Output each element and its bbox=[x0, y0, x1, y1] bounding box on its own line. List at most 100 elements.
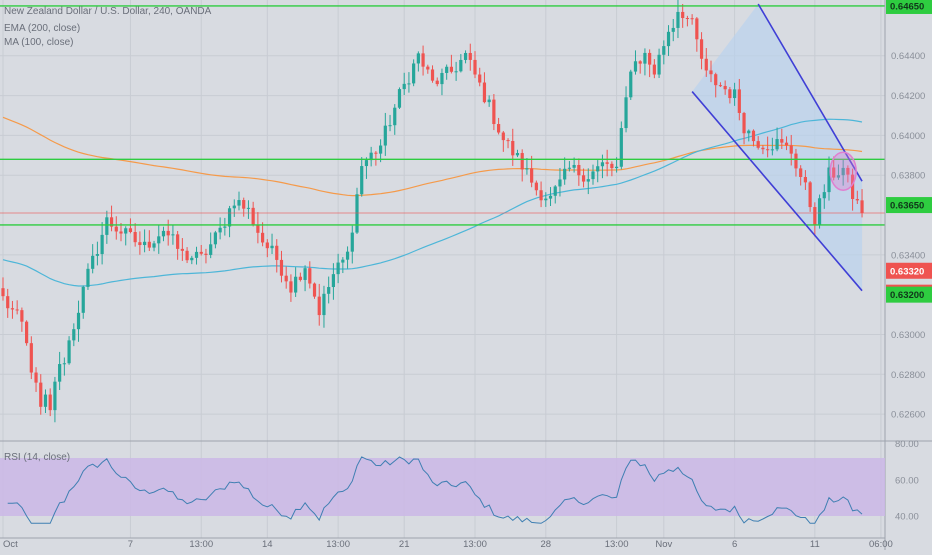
candle-body bbox=[48, 394, 52, 411]
time-tick-label: 13:00 bbox=[189, 539, 213, 550]
candle-body bbox=[317, 296, 321, 316]
candle-body bbox=[827, 167, 831, 193]
candle-body bbox=[841, 167, 845, 176]
candle-body bbox=[341, 259, 345, 263]
price-label-badge bbox=[886, 197, 932, 214]
candle-body bbox=[39, 382, 43, 407]
candle-body bbox=[492, 99, 496, 125]
candle-body bbox=[397, 89, 402, 108]
candle-body bbox=[251, 207, 255, 225]
candle-body bbox=[10, 308, 15, 310]
candle-body bbox=[676, 11, 680, 28]
candle-body bbox=[586, 179, 590, 182]
candle-body bbox=[275, 245, 279, 260]
candle-body bbox=[832, 167, 836, 178]
candle-body bbox=[72, 329, 76, 341]
candle-body bbox=[171, 234, 175, 236]
candle-body bbox=[143, 241, 147, 246]
time-tick-label: 13:00 bbox=[326, 539, 350, 550]
candle-body bbox=[29, 343, 33, 373]
price-tick-label: 0.62600 bbox=[891, 410, 925, 421]
candle-body bbox=[166, 230, 170, 236]
price-tick-label: 0.64400 bbox=[891, 51, 925, 62]
candle-body bbox=[100, 234, 104, 255]
candle-body bbox=[851, 174, 855, 200]
time-tick-label: Nov bbox=[655, 539, 672, 550]
candle-body bbox=[350, 232, 354, 252]
candle-body bbox=[808, 182, 812, 208]
candle-body bbox=[836, 175, 841, 178]
price-label-text: 0.63650 bbox=[890, 201, 924, 212]
time-tick-label: 13:00 bbox=[463, 539, 487, 550]
candle-body bbox=[298, 276, 302, 280]
price-tick-label: 0.64000 bbox=[891, 131, 925, 142]
candle-body bbox=[699, 39, 704, 59]
candle-body bbox=[237, 200, 241, 206]
candle-body bbox=[666, 31, 671, 47]
candle-body bbox=[421, 53, 425, 67]
candle-body bbox=[445, 66, 449, 73]
candle-body bbox=[67, 340, 71, 364]
candle-body bbox=[581, 175, 586, 182]
time-tick-label: 28 bbox=[541, 539, 552, 550]
candle-body bbox=[681, 11, 685, 19]
candle-body bbox=[119, 231, 123, 234]
candle-body bbox=[629, 71, 633, 98]
candle-body bbox=[633, 61, 638, 72]
candle-body bbox=[199, 251, 203, 254]
time-tick-label: 06:00 bbox=[869, 539, 893, 550]
candle-body bbox=[256, 224, 260, 233]
candle-body bbox=[534, 182, 538, 191]
candle-body bbox=[714, 74, 718, 86]
candle-body bbox=[76, 312, 81, 330]
candle-body bbox=[751, 130, 756, 142]
rsi-tick-label: 80.00 bbox=[895, 439, 919, 450]
candle-body bbox=[86, 268, 90, 287]
candle-body bbox=[473, 59, 477, 75]
candle-body bbox=[619, 128, 623, 167]
candle-body bbox=[426, 66, 430, 70]
candle-body bbox=[204, 253, 208, 255]
candle-body bbox=[43, 394, 48, 407]
candle-body bbox=[459, 59, 463, 72]
candle-body bbox=[657, 54, 661, 75]
candle-body bbox=[855, 199, 859, 201]
candle-body bbox=[147, 241, 151, 248]
candle-body bbox=[733, 89, 737, 99]
candle-body bbox=[308, 268, 312, 284]
candle-body bbox=[544, 198, 548, 201]
candle-body bbox=[468, 52, 472, 60]
candle-body bbox=[336, 262, 340, 275]
candle-body bbox=[506, 140, 510, 142]
candle-body bbox=[279, 259, 284, 276]
candle-body bbox=[58, 364, 62, 382]
time-tick-label: 6 bbox=[732, 539, 737, 550]
price-label-badge bbox=[886, 286, 932, 303]
candle-body bbox=[124, 228, 128, 234]
candle-body bbox=[213, 232, 217, 245]
ma-100-line bbox=[2, 118, 863, 287]
candle-body bbox=[138, 242, 142, 246]
candle-body bbox=[265, 242, 269, 249]
candle-body bbox=[345, 251, 350, 260]
time-tick-label: 13:00 bbox=[605, 539, 629, 550]
candle-body bbox=[284, 275, 288, 282]
candle-body bbox=[15, 309, 19, 311]
candle-body bbox=[242, 200, 246, 209]
candle-body bbox=[327, 287, 331, 294]
ema-200-line bbox=[2, 116, 863, 197]
candle-body bbox=[1, 288, 5, 297]
candle-body bbox=[185, 250, 189, 261]
candle-body bbox=[218, 227, 222, 233]
candle-body bbox=[511, 140, 515, 156]
candle-body bbox=[161, 230, 166, 237]
ma-legend: MA (100, close) bbox=[4, 37, 74, 48]
candle-body bbox=[105, 217, 109, 235]
candle-body bbox=[53, 381, 57, 411]
candle-body bbox=[822, 192, 826, 199]
chart-title: New Zealand Dollar / U.S. Dollar, 240, O… bbox=[4, 6, 212, 17]
candle-body bbox=[364, 160, 369, 167]
price-label-text: 0.63200 bbox=[890, 290, 924, 301]
